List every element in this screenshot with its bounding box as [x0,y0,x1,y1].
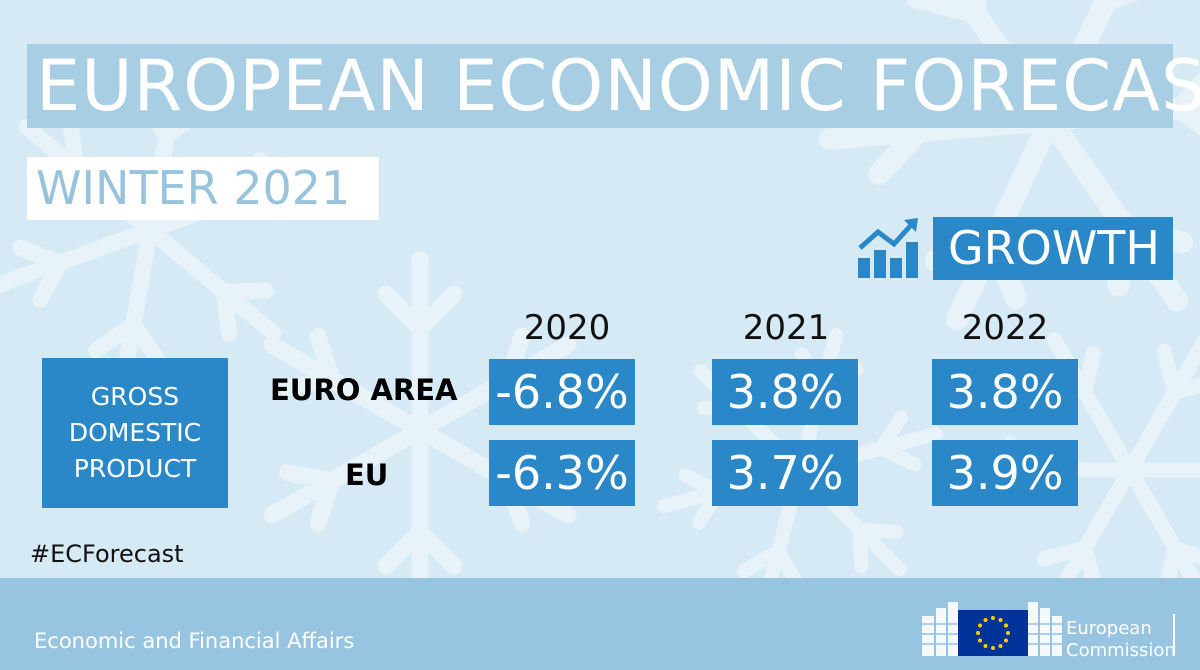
value-cell: 3.7% [712,440,858,506]
title-banner [27,44,1173,128]
row-label-eu: EU [345,458,389,492]
eu-star [983,643,988,648]
eu-star [991,646,995,650]
row-label-euro-area: EURO AREA [270,373,458,407]
hashtag: #ECForecast [30,540,184,568]
year-header: 2022 [961,308,1049,348]
logo-text-line: European [1066,618,1152,639]
value-cell: -6.8% [489,359,635,425]
value-cell: 3.8% [932,359,1078,425]
year-header: 2021 [742,308,830,348]
value-cell: 3.9% [932,440,1078,506]
page-title: EUROPEAN ECONOMIC FORECAST [36,45,1200,127]
value-cell: 3.8% [712,359,858,425]
growth-banner [933,217,1173,280]
page-subtitle: WINTER 2021 [36,161,351,215]
eu-star [998,643,1003,648]
gdp-label-line: GROSS [90,382,180,411]
gdp-label-line: DOMESTIC [68,418,202,447]
eu-star [1006,631,1010,635]
growth-chart-icon [858,218,918,278]
year-header: 2020 [523,308,611,348]
subtitle-banner [27,157,379,220]
eu-star [991,616,995,620]
eu-star [1003,623,1008,628]
footer-department: Economic and Financial Affairs [34,629,355,653]
eu-star [998,618,1003,623]
gdp-label-box: GROSS DOMESTIC PRODUCT [42,358,228,508]
logo-text-line: Commission [1066,640,1176,661]
eu-star [976,631,980,635]
growth-label: GROWTH [948,221,1160,275]
european-commission-logo [922,602,1175,656]
value-cell: -6.3% [489,440,635,506]
eu-star [1003,638,1008,643]
eu-star [983,618,988,623]
gdp-label-line: PRODUCT [73,454,197,483]
eu-star [978,638,983,643]
eu-star [978,623,983,628]
